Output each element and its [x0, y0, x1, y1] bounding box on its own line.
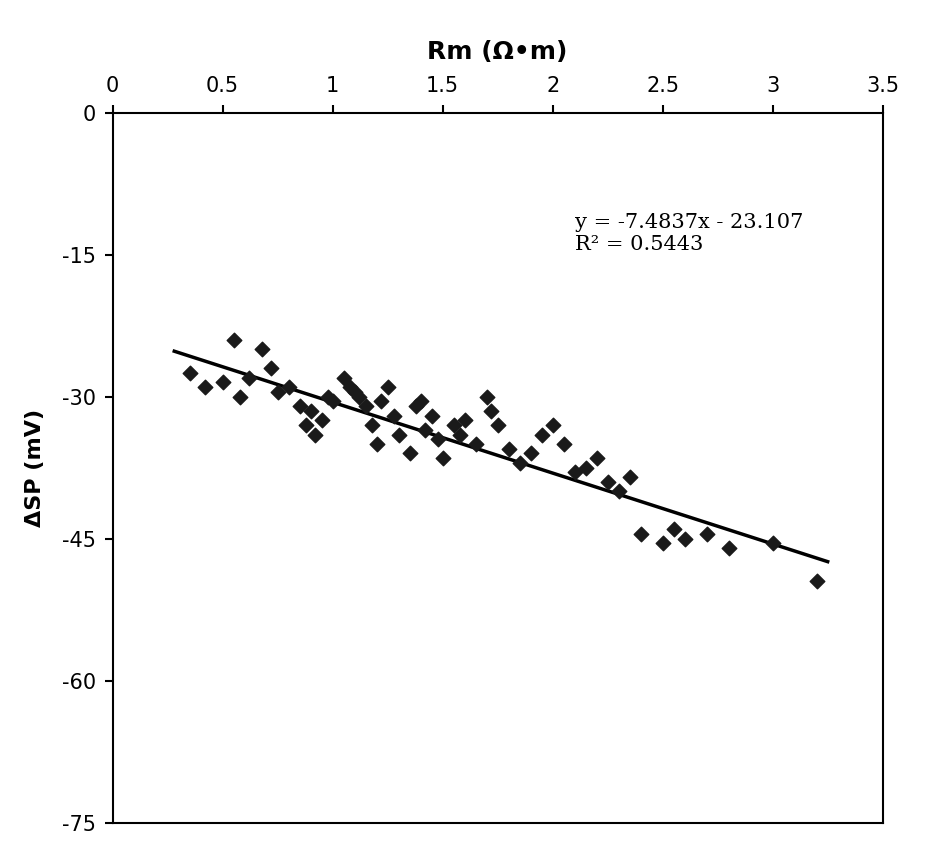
Point	[358, 399, 373, 413]
Point	[655, 536, 670, 550]
Point	[418, 423, 433, 436]
Point	[424, 409, 439, 423]
Point	[765, 536, 780, 550]
Point	[721, 541, 736, 555]
Point	[633, 527, 648, 541]
Point	[484, 404, 499, 417]
Point	[343, 380, 358, 394]
Point	[600, 475, 615, 488]
Point	[226, 333, 241, 346]
Point	[490, 418, 505, 432]
Point	[453, 428, 468, 442]
Point	[197, 380, 212, 394]
Point	[351, 390, 366, 404]
Point	[611, 484, 626, 498]
X-axis label: Rm (Ω•m): Rm (Ω•m)	[427, 40, 568, 64]
Text: y = -7.4837x - 23.107
R² = 0.5443: y = -7.4837x - 23.107 R² = 0.5443	[575, 213, 803, 254]
Point	[677, 532, 692, 546]
Point	[457, 413, 472, 427]
Point	[578, 461, 593, 475]
Point	[523, 447, 538, 461]
Point	[281, 380, 296, 394]
Point	[336, 371, 351, 385]
Point	[469, 437, 484, 451]
Point	[446, 418, 461, 432]
Point	[387, 409, 402, 423]
Point	[534, 428, 549, 442]
Point	[308, 428, 323, 442]
Point	[270, 385, 285, 399]
Point	[315, 413, 330, 427]
Point	[292, 399, 307, 413]
Point	[369, 437, 384, 451]
Point	[413, 394, 428, 408]
Point	[364, 418, 379, 432]
Point	[402, 447, 417, 461]
Point	[431, 432, 446, 446]
Point	[479, 390, 494, 404]
Y-axis label: ΔSP (mV): ΔSP (mV)	[25, 409, 45, 527]
Point	[567, 465, 582, 479]
Point	[380, 380, 395, 394]
Point	[264, 361, 279, 375]
Point	[299, 418, 314, 432]
Point	[408, 399, 423, 413]
Point	[233, 390, 248, 404]
Point	[512, 456, 527, 470]
Point	[435, 451, 450, 465]
Point	[589, 451, 604, 465]
Point	[392, 428, 407, 442]
Point	[374, 394, 389, 408]
Point	[666, 522, 681, 536]
Point	[347, 385, 362, 399]
Point	[325, 394, 340, 408]
Point	[546, 418, 561, 432]
Point	[700, 527, 715, 541]
Point	[321, 390, 336, 404]
Point	[303, 404, 318, 417]
Point	[556, 437, 571, 451]
Point	[501, 442, 516, 456]
Point	[215, 376, 230, 390]
Point	[254, 342, 269, 356]
Point	[809, 574, 824, 588]
Point	[623, 470, 638, 484]
Point	[182, 366, 197, 380]
Point	[241, 371, 256, 385]
